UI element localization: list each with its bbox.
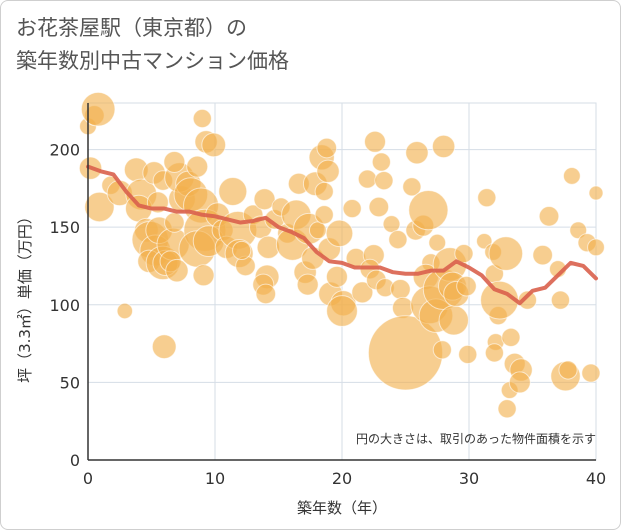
bubble-point <box>588 185 604 201</box>
bubble-point <box>371 152 391 172</box>
y-axis-title: 坪（3.3㎡）単価（万円） <box>16 209 34 383</box>
x-tick-label: 10 <box>205 469 225 488</box>
bubble-point <box>314 205 334 225</box>
bubble-point <box>431 134 456 159</box>
bubble-point <box>390 278 411 300</box>
bubble-point <box>484 343 504 363</box>
bubble-point <box>232 240 252 261</box>
bubble-point <box>192 108 212 129</box>
bubble-point <box>581 363 601 383</box>
bubble-point <box>538 206 560 227</box>
bubble-point <box>368 196 390 218</box>
bubble-point <box>80 91 116 127</box>
bubble-point <box>454 243 474 264</box>
y-tick-label: 50 <box>60 373 80 392</box>
y-tick-label: 150 <box>49 218 80 237</box>
x-tick-label: 0 <box>83 469 93 488</box>
y-tick-label: 200 <box>49 141 80 160</box>
y-tick-label: 100 <box>49 296 80 315</box>
x-tick-label: 30 <box>459 469 479 488</box>
bubble-point <box>351 281 374 304</box>
bubble-point <box>163 150 186 173</box>
bubble-point <box>186 155 209 178</box>
bubble-point <box>497 399 517 419</box>
bubble-point <box>164 212 185 233</box>
chart-title-line-1: お花茶屋駅（東京都）の <box>16 16 247 40</box>
bubble-point <box>364 130 387 153</box>
bubble-point <box>255 283 277 305</box>
bubble-point <box>388 229 408 250</box>
bubble-point <box>501 327 521 347</box>
bubble-point <box>325 265 348 288</box>
bubble-point <box>357 169 377 189</box>
bubble-point <box>192 264 215 287</box>
tick-labels: 0 10 20 30 40 0 50 100 150 200 <box>49 141 606 488</box>
bubble-point <box>432 340 452 360</box>
bubble-point <box>587 238 605 257</box>
axes <box>87 103 596 461</box>
bubble-point <box>151 334 177 360</box>
bubble-point <box>314 181 334 202</box>
bubble-point <box>477 188 497 208</box>
bubble-point <box>342 198 362 219</box>
bubble-point <box>316 159 340 183</box>
bubble-point <box>508 371 531 394</box>
y-tick-label: 0 <box>70 451 80 470</box>
bubble-point <box>326 295 358 327</box>
trend-line-path <box>86 164 598 306</box>
chart-title: お花茶屋駅（東京都）の 築年数別中古マンション価格 <box>16 12 606 78</box>
bubble-point <box>456 275 477 297</box>
bubble-point <box>558 360 578 380</box>
bubble-point <box>316 137 338 159</box>
bubble-point <box>532 244 553 266</box>
bubble-point <box>218 176 248 206</box>
bubble-point <box>428 233 447 252</box>
bubble-point <box>253 188 276 211</box>
bubble-point <box>308 221 327 240</box>
bubble-point <box>408 190 449 231</box>
x-axis-title: 築年数（年） <box>297 499 387 517</box>
bubble-point <box>438 305 469 336</box>
bubble-point <box>488 236 524 271</box>
bubble-point <box>201 132 227 158</box>
bubble-point <box>405 140 429 165</box>
bubble-point <box>296 273 319 296</box>
x-tick-label: 40 <box>586 469 606 488</box>
bubble-point <box>391 296 414 319</box>
bubble-point <box>550 290 571 310</box>
bubble-point <box>458 344 478 365</box>
size-legend-note: 円の大きさは、取引のあった物件面積を示す <box>356 431 596 446</box>
chart-title-line-2: 築年数別中古マンション価格 <box>16 49 289 73</box>
bubble-point <box>382 215 401 233</box>
bubble-point <box>325 219 354 248</box>
bubble-point <box>165 258 189 283</box>
bubble-point <box>84 191 115 223</box>
bubble-point <box>116 302 134 320</box>
x-tick-label: 20 <box>332 469 352 488</box>
bubble-point <box>562 167 581 185</box>
trend-line <box>86 164 598 306</box>
bubble-point <box>374 171 394 191</box>
bubble-point <box>402 177 422 197</box>
